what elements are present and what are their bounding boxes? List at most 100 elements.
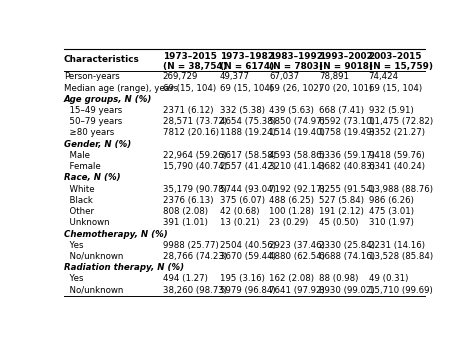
Text: Radiation therapy, N (%): Radiation therapy, N (%): [64, 263, 184, 272]
Text: 162 (2.08): 162 (2.08): [269, 274, 314, 283]
Text: 2003–2015: 2003–2015: [369, 52, 422, 61]
Text: 808 (2.08): 808 (2.08): [163, 207, 208, 216]
Text: 1973–2015: 1973–2015: [163, 52, 217, 61]
Text: 28,766 (74.23): 28,766 (74.23): [163, 252, 227, 261]
Text: Person-years: Person-years: [64, 72, 119, 81]
Text: 3352 (21.27): 3352 (21.27): [369, 128, 425, 138]
Text: No/unknown: No/unknown: [64, 286, 123, 295]
Text: Male: Male: [64, 151, 90, 160]
Text: 2376 (6.13): 2376 (6.13): [163, 196, 213, 205]
Text: 3682 (40.83): 3682 (40.83): [319, 162, 375, 171]
Text: 2504 (40.56): 2504 (40.56): [220, 241, 276, 250]
Text: 9988 (25.77): 9988 (25.77): [163, 241, 219, 250]
Text: 15–49 years: 15–49 years: [64, 106, 122, 115]
Text: 439 (5.63): 439 (5.63): [269, 106, 314, 115]
Text: 527 (5.84): 527 (5.84): [319, 196, 364, 205]
Text: Yes: Yes: [64, 241, 83, 250]
Text: 475 (3.01): 475 (3.01): [369, 207, 413, 216]
Text: 15,790 (40.74): 15,790 (40.74): [163, 162, 227, 171]
Text: 100 (1.28): 100 (1.28): [269, 207, 314, 216]
Text: 69 (15, 104): 69 (15, 104): [163, 84, 216, 93]
Text: (N = 6174): (N = 6174): [220, 62, 274, 71]
Text: 70 (20, 101): 70 (20, 101): [319, 84, 372, 93]
Text: 191 (2.12): 191 (2.12): [319, 207, 364, 216]
Text: Median age (range), years: Median age (range), years: [64, 84, 178, 93]
Text: 23 (0.29): 23 (0.29): [269, 218, 309, 227]
Text: Age groups, N (%): Age groups, N (%): [64, 95, 152, 104]
Text: 5744 (93.04): 5744 (93.04): [220, 185, 276, 194]
Text: 4654 (75.38): 4654 (75.38): [220, 117, 276, 126]
Text: 49,377: 49,377: [220, 72, 250, 81]
Text: 269,729: 269,729: [163, 72, 198, 81]
Text: Yes: Yes: [64, 274, 83, 283]
Text: 35,179 (90.78): 35,179 (90.78): [163, 185, 227, 194]
Text: 28,571 (73.72): 28,571 (73.72): [163, 117, 227, 126]
Text: 8930 (99.02): 8930 (99.02): [319, 286, 374, 295]
Text: 6592 (73.10): 6592 (73.10): [319, 117, 375, 126]
Text: Characteristics: Characteristics: [64, 55, 139, 64]
Text: No/unknown: No/unknown: [64, 252, 123, 261]
Text: 195 (3.16): 195 (3.16): [220, 274, 264, 283]
Text: 22,964 (59.26): 22,964 (59.26): [163, 151, 227, 160]
Text: 1973–1982: 1973–1982: [220, 52, 274, 61]
Text: 13 (0.21): 13 (0.21): [220, 218, 259, 227]
Text: 2330 (25.84): 2330 (25.84): [319, 241, 375, 250]
Text: Chemotherapy, N (%): Chemotherapy, N (%): [64, 230, 167, 239]
Text: Gender, N (%): Gender, N (%): [64, 140, 131, 149]
Text: 332 (5.38): 332 (5.38): [220, 106, 265, 115]
Text: 42 (0.68): 42 (0.68): [220, 207, 259, 216]
Text: 13,988 (88.76): 13,988 (88.76): [369, 185, 433, 194]
Text: 2231 (14.16): 2231 (14.16): [369, 241, 425, 250]
Text: 7192 (92.17): 7192 (92.17): [269, 185, 325, 194]
Text: 74,424: 74,424: [369, 72, 399, 81]
Text: Female: Female: [64, 162, 100, 171]
Text: ≥80 years: ≥80 years: [64, 128, 114, 138]
Text: 391 (1.01): 391 (1.01): [163, 218, 208, 227]
Text: 7641 (97.92): 7641 (97.92): [269, 286, 325, 295]
Text: 38,260 (98.73): 38,260 (98.73): [163, 286, 227, 295]
Text: 1514 (19.40): 1514 (19.40): [269, 128, 325, 138]
Text: 2923 (37.46): 2923 (37.46): [269, 241, 325, 250]
Text: Unknown: Unknown: [64, 218, 109, 227]
Text: 6688 (74.16): 6688 (74.16): [319, 252, 375, 261]
Text: 1188 (19.24): 1188 (19.24): [220, 128, 276, 138]
Text: 13,528 (85.84): 13,528 (85.84): [369, 252, 433, 261]
Text: (N = 9018): (N = 9018): [319, 62, 373, 71]
Text: (N = 38,754): (N = 38,754): [163, 62, 227, 71]
Text: 67,037: 67,037: [269, 72, 300, 81]
Text: 5850 (74.97): 5850 (74.97): [269, 117, 325, 126]
Text: 49 (0.31): 49 (0.31): [369, 274, 408, 283]
Text: 1758 (19.49): 1758 (19.49): [319, 128, 375, 138]
Text: Race, N (%): Race, N (%): [64, 173, 120, 182]
Text: 3617 (58.58): 3617 (58.58): [220, 151, 276, 160]
Text: 986 (6.26): 986 (6.26): [369, 196, 413, 205]
Text: 3210 (41.14): 3210 (41.14): [269, 162, 325, 171]
Text: 310 (1.97): 310 (1.97): [369, 218, 413, 227]
Text: 1993–2002: 1993–2002: [319, 52, 373, 61]
Text: 69 (15, 104): 69 (15, 104): [369, 84, 422, 93]
Text: 50–79 years: 50–79 years: [64, 117, 122, 126]
Text: 488 (6.25): 488 (6.25): [269, 196, 314, 205]
Text: 8255 (91.54): 8255 (91.54): [319, 185, 375, 194]
Text: Other: Other: [64, 207, 94, 216]
Text: 45 (0.50): 45 (0.50): [319, 218, 358, 227]
Text: 2371 (6.12): 2371 (6.12): [163, 106, 213, 115]
Text: 11,475 (72.82): 11,475 (72.82): [369, 117, 433, 126]
Text: 375 (6.07): 375 (6.07): [220, 196, 265, 205]
Text: 15,710 (99.69): 15,710 (99.69): [369, 286, 432, 295]
Text: 668 (7.41): 668 (7.41): [319, 106, 364, 115]
Text: 1983–1992: 1983–1992: [269, 52, 323, 61]
Text: 494 (1.27): 494 (1.27): [163, 274, 208, 283]
Text: 9418 (59.76): 9418 (59.76): [369, 151, 424, 160]
Text: 88 (0.98): 88 (0.98): [319, 274, 358, 283]
Text: 4593 (58.86): 4593 (58.86): [269, 151, 325, 160]
Text: White: White: [64, 185, 94, 194]
Text: 69 (15, 104): 69 (15, 104): [220, 84, 273, 93]
Text: 6341 (40.24): 6341 (40.24): [369, 162, 425, 171]
Text: 3670 (59.44): 3670 (59.44): [220, 252, 276, 261]
Text: 5336 (59.17): 5336 (59.17): [319, 151, 375, 160]
Text: 78,891: 78,891: [319, 72, 349, 81]
Text: 4880 (62.54): 4880 (62.54): [269, 252, 325, 261]
Text: (N = 15,759): (N = 15,759): [369, 62, 433, 71]
Text: (N = 7803): (N = 7803): [269, 62, 323, 71]
